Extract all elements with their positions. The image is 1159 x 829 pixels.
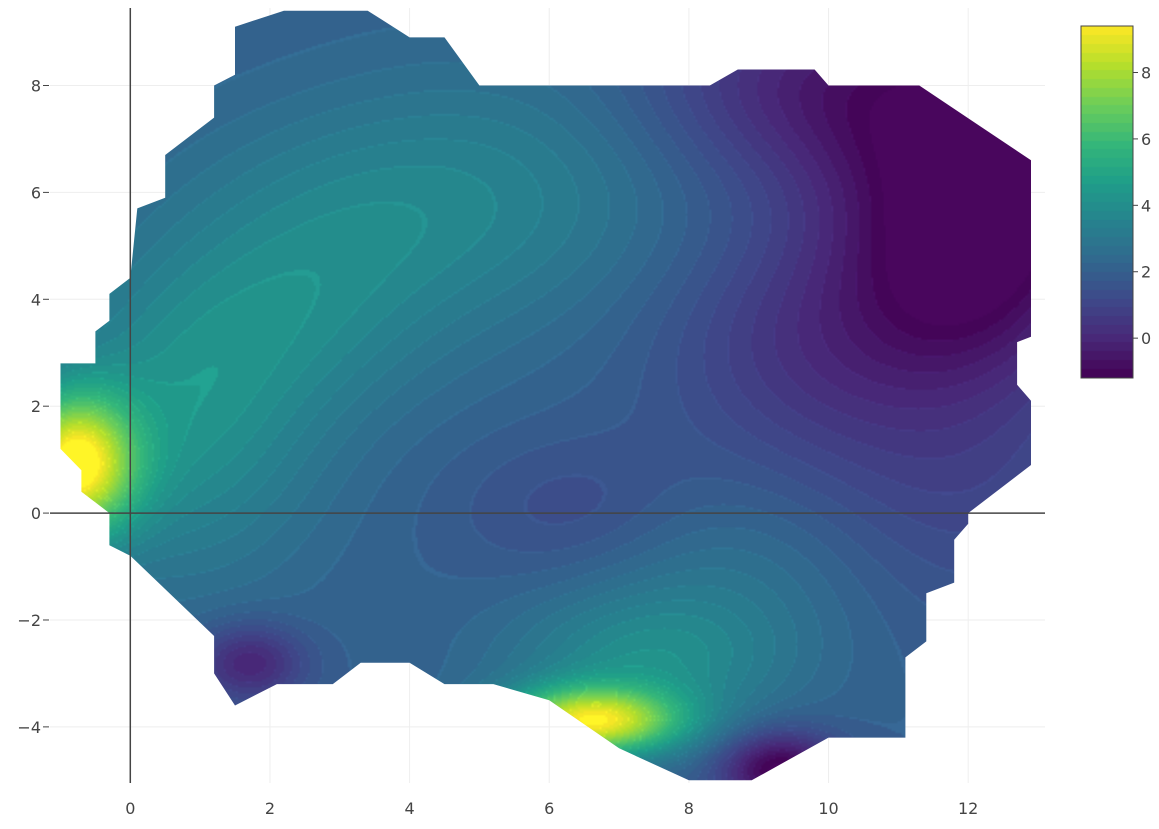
x-tick-label: 4 [405,799,415,818]
y-tick-label: −2 [17,611,41,630]
y-tick-label: 2 [31,397,41,416]
colorbar-tick-label: 2 [1141,263,1151,282]
colorbar: 0 2 4 6 8 [1080,25,1151,379]
colorbar-tick-label: 4 [1141,196,1151,215]
colorbar-ticks: 0 2 4 6 8 [1133,63,1151,348]
x-tick-label: 2 [265,799,275,818]
x-tick-label: 12 [958,799,978,818]
x-axis-ticks: 0 2 4 6 8 10 12 [125,799,978,818]
colorbar-frame [1080,25,1134,379]
y-tick-label: 8 [31,77,41,96]
x-tick-label: 8 [684,799,694,818]
x-tick-label: 0 [125,799,135,818]
y-tick-label: 4 [31,290,41,309]
contour-fill [60,10,1031,781]
y-axis-ticks: −4 −2 0 2 4 6 8 [17,77,49,737]
colorbar-tick-label: 8 [1141,63,1151,82]
colorbar-gradient [1081,26,1133,378]
y-tick-label: 0 [31,504,41,523]
x-tick-label: 10 [818,799,838,818]
y-tick-label: 6 [31,183,41,202]
colorbar-tick-label: 6 [1141,130,1151,149]
y-tick-label: −4 [17,718,41,737]
x-tick-label: 6 [544,799,554,818]
colorbar-tick-label: 0 [1141,329,1151,348]
zero-lines [50,8,1045,783]
